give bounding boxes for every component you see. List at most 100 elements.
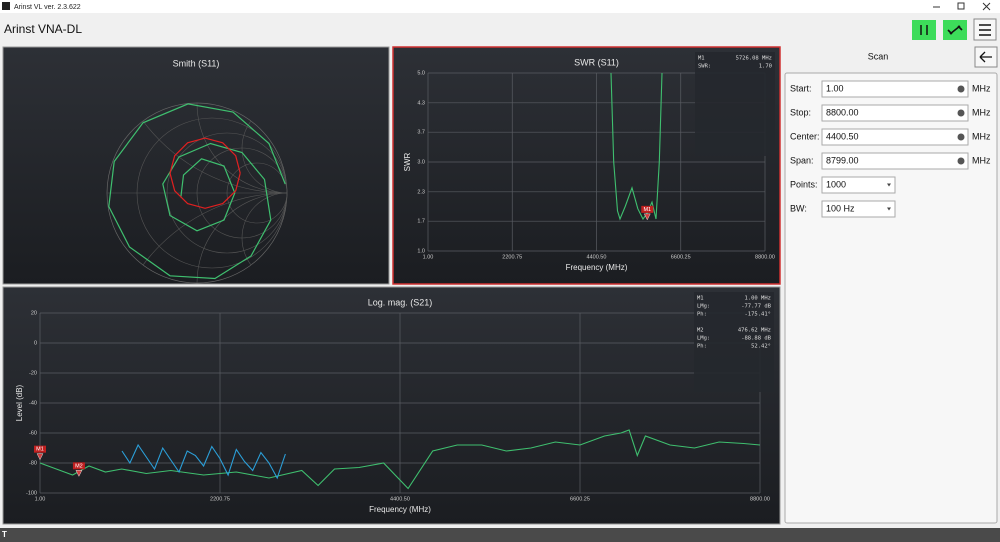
field-label: Span: [790, 155, 814, 165]
y-tick-label: -80 [29, 460, 37, 466]
marker-label: M2 [75, 463, 83, 469]
text-input[interactable] [821, 104, 969, 122]
status-text: T [2, 530, 7, 539]
readout-value: -175.41° [745, 312, 772, 318]
x-axis-label: Frequency (MHz) [369, 505, 431, 514]
field-label: Points: [790, 179, 818, 189]
text-input[interactable] [821, 80, 969, 98]
readout-key: M1 [698, 56, 705, 62]
input-value: 1.00 [826, 83, 844, 93]
trace [39, 429, 761, 490]
readout-key: Ph: [697, 344, 707, 350]
y-axis-label: Level (dB) [15, 384, 24, 421]
y-tick-label: 3.0 [417, 159, 425, 165]
marker-label-bg [72, 462, 85, 470]
smith-grid [241, 103, 287, 194]
y-tick-label: 5.0 [417, 70, 425, 76]
pause-button[interactable] [912, 20, 936, 40]
unit-label: MHz [972, 131, 991, 141]
y-tick-label: 3.7 [417, 130, 425, 136]
marker-label-bg [641, 205, 654, 213]
connect-icon [947, 25, 963, 35]
text-input[interactable] [821, 128, 969, 146]
readout-key: LMg: [697, 304, 710, 310]
x-tick-label: 6600.25 [671, 254, 691, 260]
dropdown-value: 100 Hz [826, 203, 855, 213]
readout-value: -77.77 dB [741, 304, 771, 310]
chart-title: SWR (S11) [574, 57, 619, 67]
clear-button[interactable] [957, 85, 965, 93]
x-tick-label: 6600.25 [570, 496, 590, 502]
x-tick-label: 1.00 [35, 496, 46, 502]
y-tick-label: 4.3 [417, 100, 425, 106]
app-icon [2, 2, 10, 10]
marker-label: M1 [643, 207, 651, 213]
unit-label: MHz [972, 107, 991, 117]
readout-key: Ph: [697, 312, 707, 318]
smith-grid [241, 192, 287, 283]
x-tick-label: 8800.00 [755, 254, 775, 260]
readout-value: 5726.08 MHz [736, 56, 772, 62]
field-label: Stop: [790, 107, 811, 117]
chart-title: Log. mag. (S21) [368, 297, 433, 307]
x-axis-label: Frequency (MHz) [566, 263, 628, 272]
field-label: Center: [790, 131, 820, 141]
scan-title: Scan [868, 51, 889, 61]
marker-readout [694, 292, 774, 392]
x-tick-label: 1.00 [423, 254, 434, 260]
close-button[interactable] [982, 2, 991, 11]
maximize-button[interactable] [957, 2, 965, 10]
readout-value: -88.88 dB [741, 336, 771, 342]
text-input[interactable] [821, 152, 969, 170]
clear-button[interactable] [957, 109, 965, 117]
input-value: 8800.00 [826, 107, 859, 117]
smith-trace [169, 137, 241, 209]
smith-panel [2, 46, 390, 285]
marker-label-bg [34, 445, 46, 453]
readout-value: 1.70 [759, 64, 772, 70]
marker-readout [695, 52, 775, 156]
dropdown-arrow [887, 183, 891, 187]
readout-key: SWR: [698, 64, 711, 70]
pause-icon [920, 25, 928, 35]
trace [610, 72, 663, 221]
y-tick-label: 20 [31, 310, 37, 316]
smith-trace [108, 103, 286, 280]
trace [121, 443, 286, 480]
readout-key: M2 [697, 328, 704, 334]
y-tick-label: -100 [26, 490, 37, 496]
unit-label: MHz [972, 83, 991, 93]
clear-button[interactable] [957, 157, 965, 165]
y-tick-label: -60 [29, 430, 37, 436]
app-title: Arinst VNA-DL [4, 22, 82, 36]
field-label: Start: [790, 83, 812, 93]
readout-value: 52.42° [751, 344, 771, 350]
clear-button[interactable] [957, 133, 965, 141]
y-tick-label: 1.0 [417, 248, 425, 254]
field-label: BW: [790, 203, 807, 213]
marker[interactable] [643, 213, 651, 221]
marker[interactable] [36, 453, 44, 461]
x-tick-label: 2200.75 [502, 254, 522, 260]
x-tick-label: 8800.00 [750, 496, 770, 502]
chart-title: Smith (S11) [173, 58, 220, 68]
title-bar [0, 0, 1000, 13]
y-axis-label: SWR [403, 152, 412, 171]
dropdown[interactable] [821, 176, 896, 194]
dropdown-value: 1000 [826, 179, 846, 189]
marker[interactable] [75, 470, 83, 477]
readout-key: LMg: [697, 336, 710, 342]
y-tick-label: -20 [29, 370, 37, 376]
input-value: 8799.00 [826, 155, 859, 165]
readout-value: 476.62 MHz [738, 328, 771, 334]
unit-label: MHz [972, 155, 991, 165]
y-tick-label: 1.7 [417, 219, 425, 225]
status-bar [0, 528, 1000, 542]
y-tick-label: 0 [34, 340, 37, 346]
menu-icon [979, 24, 991, 36]
marker-label: M1 [36, 447, 44, 453]
logmag-panel[interactable] [2, 286, 781, 525]
dropdown[interactable] [821, 200, 896, 218]
